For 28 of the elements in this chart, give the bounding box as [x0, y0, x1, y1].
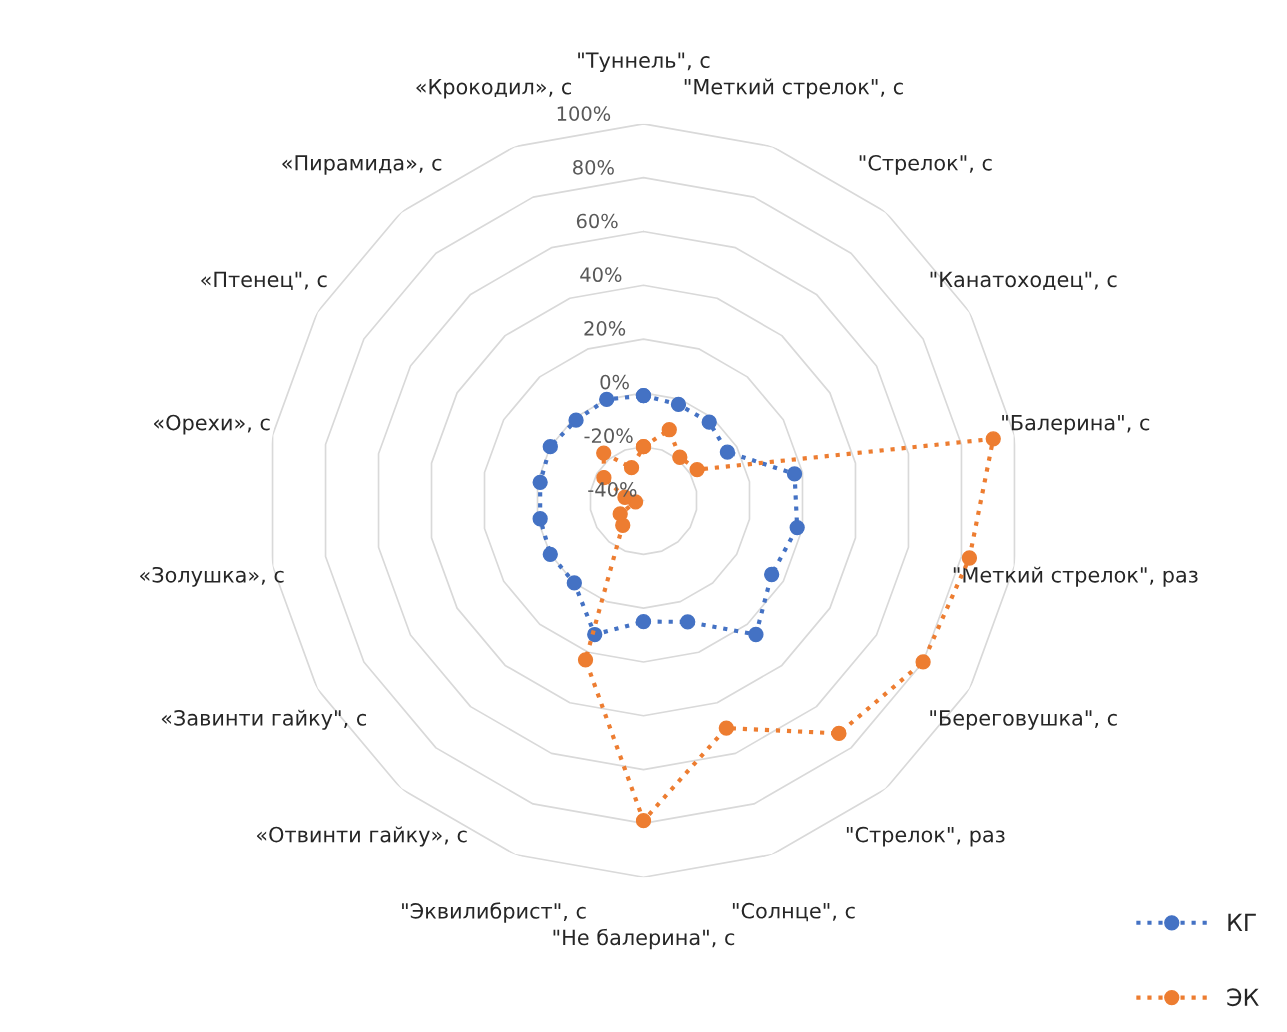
spoke-label: «Птенец", с	[201, 271, 327, 290]
y-tick-label: 20%	[584, 321, 626, 336]
spoke-label: «Отвинти гайку», с	[256, 826, 467, 847]
y-tick-label: -20%	[584, 428, 633, 444]
y-tick-label: 40%	[580, 267, 622, 283]
spoke-label: "Туннель", с	[578, 52, 710, 73]
spoke-label: «Крокодил», с	[416, 79, 572, 99]
spoke-label: «Золушка», с	[140, 566, 284, 587]
spoke-label: «Завинти гайку", с	[161, 709, 366, 730]
legend-label: КГ	[1228, 913, 1256, 932]
spoke-label: "Канатоходец", с	[930, 271, 1117, 290]
legend-label: ЭК	[1227, 988, 1259, 1007]
spoke-label: "Балерина", с	[1002, 414, 1150, 435]
spoke-label: "Стрелок", раз	[846, 826, 1005, 847]
spoke-label: «Орехи», с	[154, 414, 270, 435]
spoke-label: "Солнце", с	[732, 902, 855, 922]
spoke-label: "Меткий стрелок", раз	[953, 566, 1198, 587]
y-tick-label: 0%	[600, 374, 629, 390]
y-tick-label: -40%	[588, 482, 637, 497]
spoke-label: "Не балерина", с	[553, 928, 735, 950]
spoke-label: "Меткий стрелок", с	[684, 78, 903, 99]
spoke-label: "Береговушка", с	[930, 710, 1117, 730]
y-tick-label: 60%	[576, 213, 618, 229]
y-tick-label: 100%	[557, 106, 611, 121]
spoke-label: "Эквилибрист", с	[402, 902, 586, 923]
spoke-label: "Стрелок", с	[859, 154, 992, 175]
y-tick-label: 80%	[573, 159, 614, 175]
spoke-label: «Пирамида», с	[282, 155, 442, 175]
